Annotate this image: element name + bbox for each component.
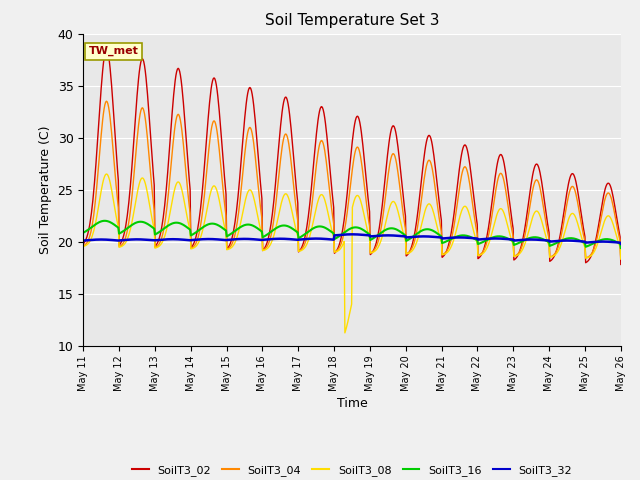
SoilT3_16 (228, 230, 236, 236)
Line: SoilT3_32: SoilT3_32 (83, 234, 621, 244)
SoilT3_32 (227, 237, 235, 242)
X-axis label: Time: Time (337, 397, 367, 410)
SoilT3_16 (418, 228, 426, 233)
SoilT3_32 (199, 236, 207, 242)
SoilT3_04 (102, 98, 110, 104)
Line: SoilT3_16: SoilT3_16 (83, 221, 621, 248)
SoilT3_02 (89, 197, 97, 203)
Y-axis label: Soil Temperature (C): Soil Temperature (C) (39, 125, 52, 254)
SoilT3_04 (418, 193, 426, 199)
SoilT3_32 (348, 231, 355, 237)
SoilT3_02 (228, 235, 236, 241)
SoilT3_08 (79, 243, 87, 249)
SoilT3_32 (617, 241, 625, 247)
SoilT3_08 (617, 256, 625, 262)
SoilT3_16 (145, 222, 153, 228)
SoilT3_04 (200, 200, 207, 206)
SoilT3_32 (434, 234, 442, 240)
SoilT3_02 (617, 262, 625, 267)
SoilT3_02 (102, 47, 110, 52)
SoilT3_04 (89, 218, 97, 224)
SoilT3_08 (435, 229, 442, 235)
Line: SoilT3_08: SoilT3_08 (83, 174, 621, 333)
SoilT3_08 (89, 231, 97, 237)
SoilT3_04 (228, 241, 236, 247)
Line: SoilT3_02: SoilT3_02 (83, 49, 621, 264)
SoilT3_32 (79, 238, 87, 243)
SoilT3_16 (617, 245, 625, 251)
SoilT3_32 (418, 234, 426, 240)
SoilT3_08 (419, 217, 426, 223)
SoilT3_16 (89, 223, 97, 229)
SoilT3_16 (434, 231, 442, 237)
SoilT3_02 (434, 186, 442, 192)
Legend: SoilT3_02, SoilT3_04, SoilT3_08, SoilT3_16, SoilT3_32: SoilT3_02, SoilT3_04, SoilT3_08, SoilT3_… (127, 461, 577, 480)
SoilT3_04 (79, 243, 87, 249)
SoilT3_02 (418, 173, 426, 179)
Line: SoilT3_04: SoilT3_04 (83, 101, 621, 259)
SoilT3_02 (145, 111, 153, 117)
SoilT3_08 (228, 244, 236, 250)
SoilT3_04 (434, 204, 442, 210)
SoilT3_02 (200, 174, 207, 180)
Title: Soil Temperature Set 3: Soil Temperature Set 3 (265, 13, 439, 28)
SoilT3_16 (200, 224, 207, 230)
SoilT3_04 (145, 152, 153, 158)
SoilT3_02 (79, 241, 87, 247)
SoilT3_08 (145, 199, 153, 204)
SoilT3_08 (200, 224, 207, 229)
Text: TW_met: TW_met (88, 46, 138, 56)
SoilT3_08 (102, 171, 110, 177)
SoilT3_16 (79, 230, 87, 236)
SoilT3_32 (145, 237, 152, 243)
SoilT3_04 (617, 256, 625, 262)
SoilT3_08 (341, 330, 349, 336)
SoilT3_16 (101, 218, 109, 224)
SoilT3_32 (89, 237, 97, 243)
